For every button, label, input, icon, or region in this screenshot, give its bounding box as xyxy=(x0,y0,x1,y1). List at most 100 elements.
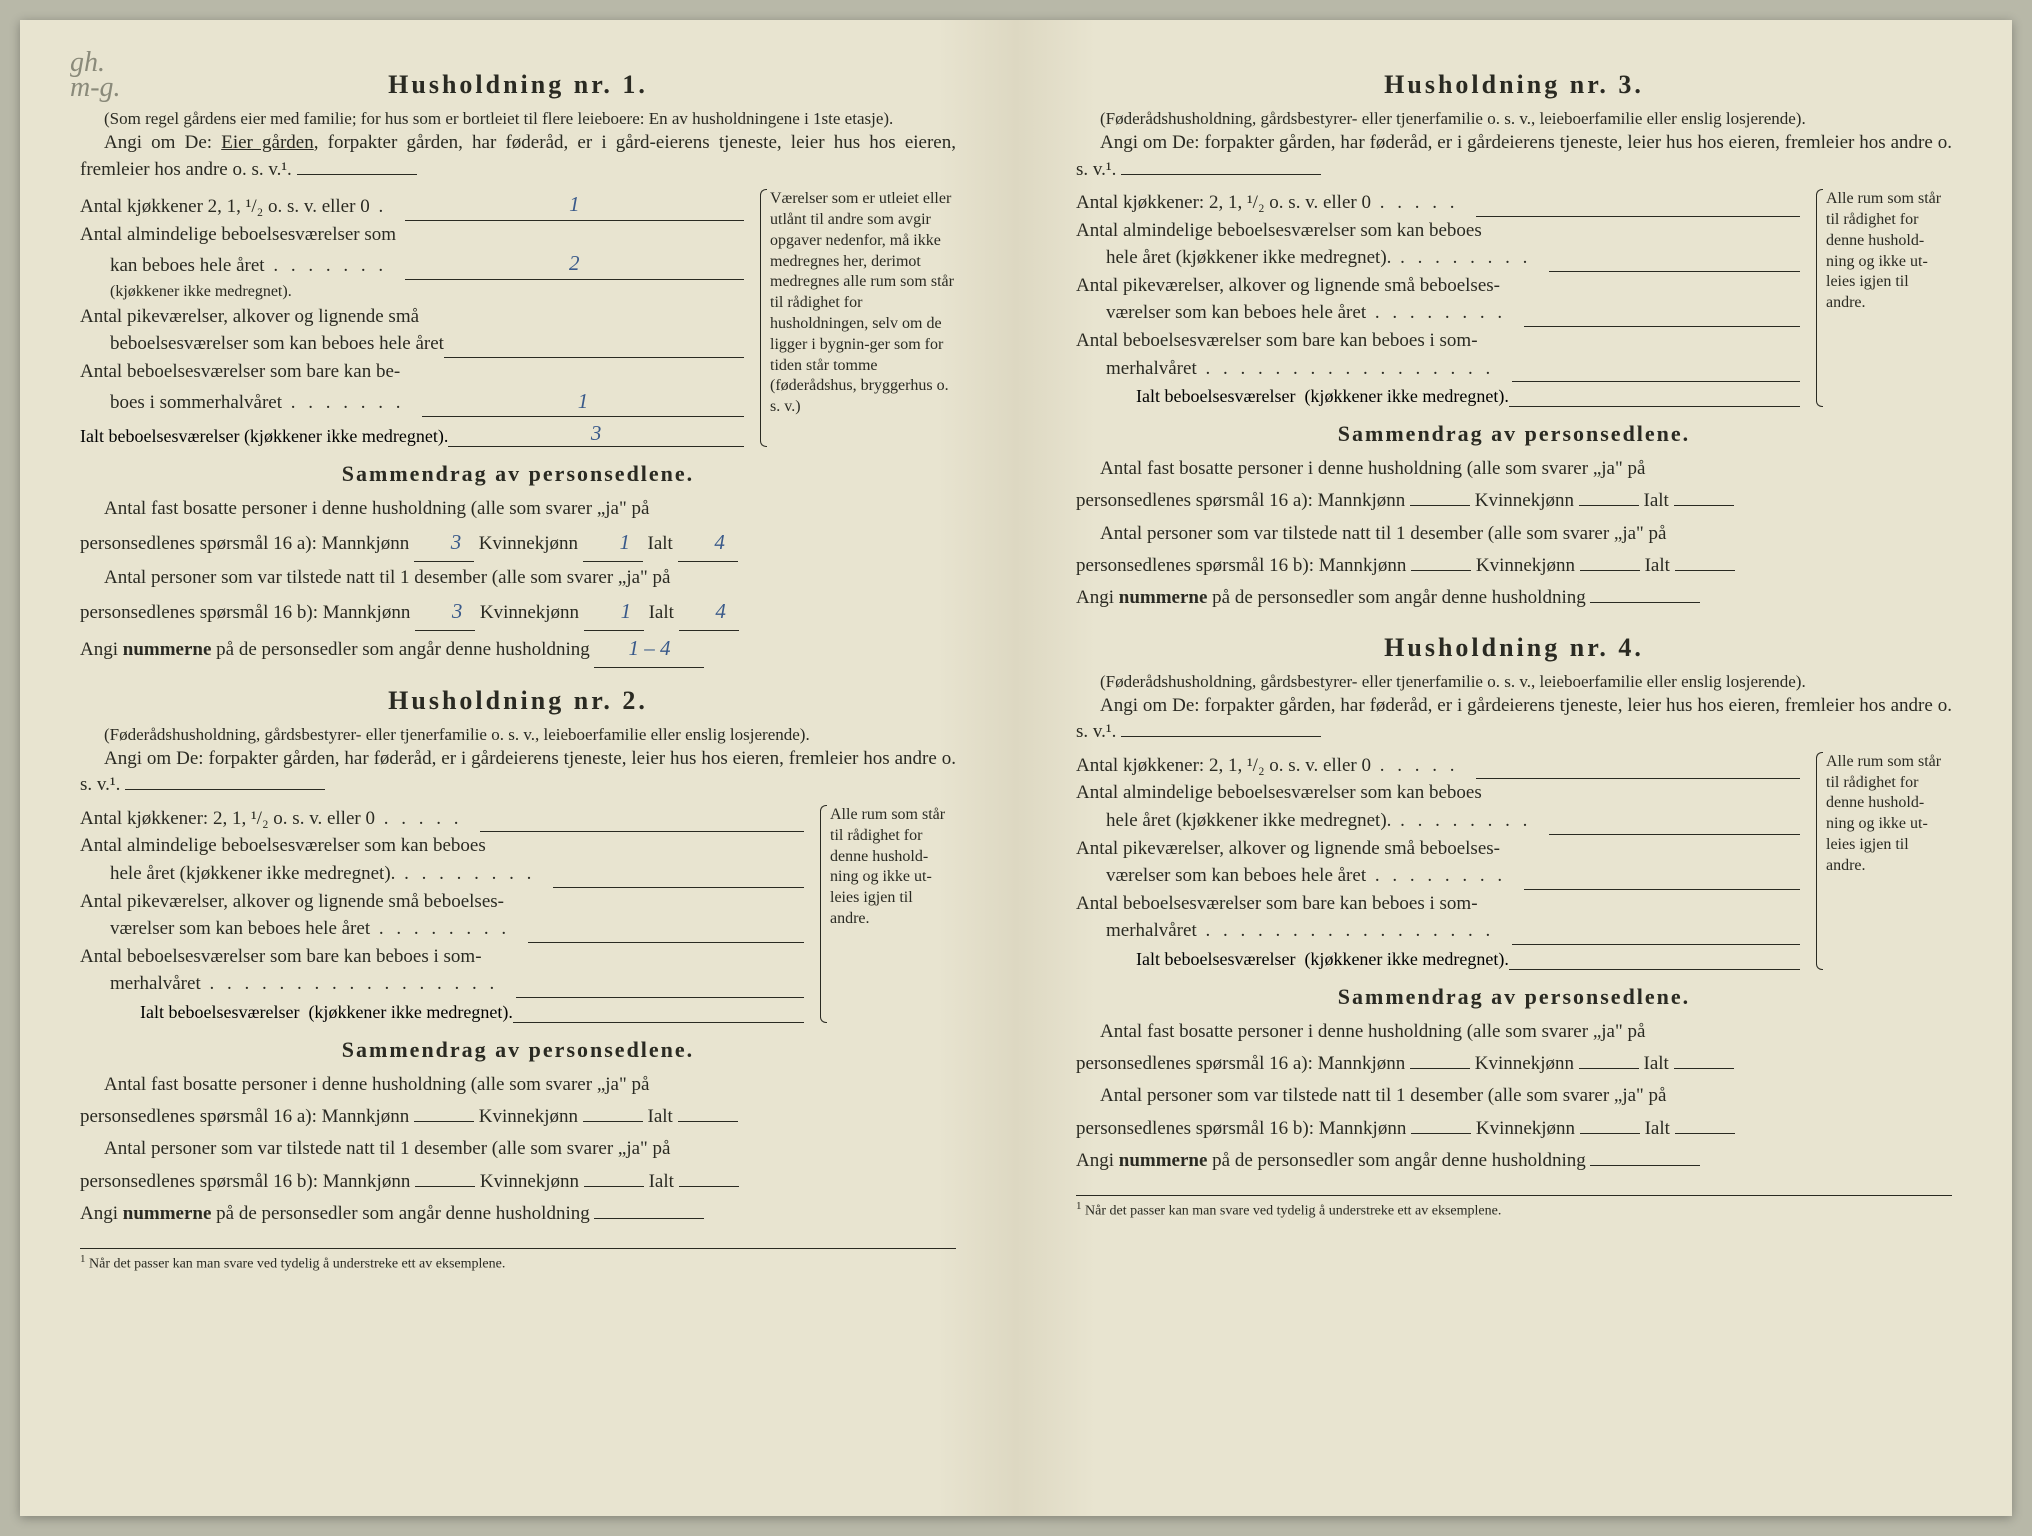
h2-kjokken-label: Antal kjøkkener: 2, 1, ¹/₂ o. s. v. elle… xyxy=(80,805,375,833)
h3-pike1: Antal pikeværelser, alkover og lignende … xyxy=(1076,272,1500,300)
h4-ialt1: Ialt xyxy=(1644,1053,1669,1074)
h3-angi-text: Angi om De: forpakter gården, har føderå… xyxy=(1076,132,1952,180)
h3-sidenote: Alle rum som står til rådighet for denne… xyxy=(1812,189,1952,407)
h1-alm-value: 2 xyxy=(405,248,744,279)
h3-alm-value xyxy=(1549,271,1800,272)
h3-sumnum-pre: Angi xyxy=(1076,587,1114,608)
h1-ialt-row: Ialt beboelsesværelser (kjøkkener ikke m… xyxy=(80,421,744,447)
h1-pike-row2: beboelsesværelser som kan beboes hele år… xyxy=(80,330,744,358)
document-spread: gh.m-g. Husholdning nr. 1. (Som regel gå… xyxy=(20,20,2012,1516)
h4-angi-text: Angi om De: forpakter gården, har føderå… xyxy=(1076,695,1952,743)
h1-angi-rest: , forpakter gården, har føderåd, er i gå… xyxy=(80,132,956,180)
h3-sum2: Antal personer som var tilstede natt til… xyxy=(1076,518,1952,583)
h3-alm-row2: hele året (kjøkkener ikke medregnet). . … xyxy=(1076,244,1800,272)
h1-sidenote: Værelser som er utleiet eller utlånt til… xyxy=(756,189,956,447)
h2-sumnum-val xyxy=(594,1218,704,1219)
household-4: Husholdning nr. 4. (Føderådshusholdning,… xyxy=(1076,633,1952,1178)
h3-ialt-label: Ialt beboelsesværelser (kjøkkener ikke m… xyxy=(1076,386,1509,407)
h4-som-row2: merhalvåret . . . . . . . . . . . . . . … xyxy=(1076,917,1800,945)
h3-sum2-k xyxy=(1580,570,1640,571)
h3-sum1a: Antal fast bosatte personer i denne hush… xyxy=(1100,458,1645,479)
h1-ialt2: Ialt xyxy=(649,602,674,623)
h2-rows-main: Antal kjøkkener: 2, 1, ¹/₂ o. s. v. elle… xyxy=(80,805,804,1023)
h2-sum1-k xyxy=(583,1121,643,1122)
h1-kjokken-value: 1 xyxy=(405,189,744,220)
h3-sumnum-bold: nummerne xyxy=(1119,587,1208,608)
h2-alm1: Antal almindelige beboelsesværelser som … xyxy=(80,832,486,860)
h1-som2: boes i sommerhalvåret xyxy=(110,389,282,417)
h4-alm-value xyxy=(1549,834,1800,835)
dots: . . . . . . . xyxy=(282,389,422,417)
h1-alm-note-text: (kjøkkener ikke medregnet). xyxy=(110,280,292,303)
h2-sum1a: Antal fast bosatte personer i denne hush… xyxy=(104,1074,649,1095)
h3-kjokken-value xyxy=(1476,216,1800,217)
h2-som-value xyxy=(516,997,804,998)
h3-sum1-k xyxy=(1579,505,1639,506)
h4-alm1: Antal almindelige beboelsesværelser som … xyxy=(1076,779,1482,807)
h3-sum2-i xyxy=(1675,570,1735,571)
h4-sumnum-val xyxy=(1590,1165,1700,1166)
h3-alm1: Antal almindelige beboelsesværelser som … xyxy=(1076,217,1482,245)
h4-kvinne1: Kvinnekjønn xyxy=(1475,1053,1574,1074)
right-page: Husholdning nr. 3. (Føderådshusholdning,… xyxy=(1016,20,2012,1516)
h4-som-value xyxy=(1512,944,1800,945)
h1-angi-blank xyxy=(297,174,417,175)
h3-note: (Føderådshusholdning, gårdsbestyrer- ell… xyxy=(1076,108,1952,130)
h2-sumnum-rest: på de personsedler som angår denne husho… xyxy=(216,1203,590,1224)
right-footnote-text: Når det passer kan man svare ved tydelig… xyxy=(1085,1204,1501,1219)
h2-ialt-value xyxy=(513,1022,804,1023)
h1-som-value: 1 xyxy=(422,386,744,417)
h4-sidenote: Alle rum som står til rådighet for denne… xyxy=(1812,752,1952,970)
h1-sumnum-val: 1 – 4 xyxy=(594,631,704,668)
h3-pike-value xyxy=(1524,326,1800,327)
h3-ialt-row: Ialt beboelsesværelser (kjøkkener ikke m… xyxy=(1076,386,1800,407)
h1-som-row1: Antal beboelsesværelser som bare kan be- xyxy=(80,358,744,386)
h3-ialt2: Ialt xyxy=(1645,555,1670,576)
h4-alm-row1: Antal almindelige beboelsesværelser som … xyxy=(1076,779,1800,807)
household-2: Husholdning nr. 2. (Føderådshusholdning,… xyxy=(80,686,956,1231)
h1-alm1: Antal almindelige beboelsesværelser som xyxy=(80,221,396,249)
h1-sum2-i: 4 xyxy=(679,594,739,631)
h1-kjokken-row: Antal kjøkkener 2, 1, ¹/₂ o. s. v. eller… xyxy=(80,189,744,220)
h4-pike1: Antal pikeværelser, alkover og lignende … xyxy=(1076,835,1500,863)
h2-sum1: Antal fast bosatte personer i denne hush… xyxy=(80,1069,956,1134)
h2-sumnum: Angi nummerne på de personsedler som ang… xyxy=(80,1198,956,1230)
dots: . . . . . . . . . . . . . . . . . xyxy=(1197,355,1512,383)
h2-angi: Angi om De: forpakter gården, har føderå… xyxy=(80,746,956,799)
h3-angi: Angi om De: forpakter gården, har føderå… xyxy=(1076,130,1952,183)
h1-kvinne1: Kvinnekjønn xyxy=(479,533,578,554)
h3-alm-row1: Antal almindelige beboelsesværelser som … xyxy=(1076,217,1800,245)
h3-sidenote-text: Alle rum som står til rådighet for denne… xyxy=(1826,190,1941,311)
h1-sumnum-bold: nummerne xyxy=(123,639,212,660)
left-footnote-text: Når det passer kan man svare ved tydelig… xyxy=(89,1257,505,1272)
dots: . . . . . . . . xyxy=(1366,862,1524,890)
h2-ialt2: Ialt xyxy=(649,1171,674,1192)
dots: . . . . . xyxy=(1371,752,1476,780)
dots: . . . . . . . xyxy=(265,252,405,280)
h4-alm-row2: hele året (kjøkkener ikke medregnet). . … xyxy=(1076,807,1800,835)
h4-ialt-row: Ialt beboelsesværelser (kjøkkener ikke m… xyxy=(1076,949,1800,970)
h3-rowgroup: Antal kjøkkener: 2, 1, ¹/₂ o. s. v. elle… xyxy=(1076,189,1952,407)
household-3: Husholdning nr. 3. (Føderådshusholdning,… xyxy=(1076,70,1952,615)
h4-sumnum-bold: nummerne xyxy=(1119,1150,1208,1171)
dots: . . . . . . . . xyxy=(395,860,553,888)
h3-sum1b: personsedlenes spørsmål 16 a): Mannkjønn xyxy=(1076,490,1405,511)
dots: . . . . . . . . . . . . . . . . . xyxy=(201,970,516,998)
h4-note: (Føderådshusholdning, gårdsbestyrer- ell… xyxy=(1076,671,1952,693)
h2-note: (Føderådshusholdning, gårdsbestyrer- ell… xyxy=(80,724,956,746)
h4-pike-value xyxy=(1524,889,1800,890)
h2-kjokken-row: Antal kjøkkener: 2, 1, ¹/₂ o. s. v. elle… xyxy=(80,805,804,833)
h4-som1: Antal beboelsesværelser som bare kan beb… xyxy=(1076,890,1478,918)
h4-sum2-i xyxy=(1675,1133,1735,1134)
h1-sum1-i: 4 xyxy=(678,525,738,562)
h4-kjokken-value xyxy=(1476,778,1800,779)
h1-sumnum: Angi nummerne på de personsedler som ang… xyxy=(80,631,956,668)
h1-sum1-k: 1 xyxy=(583,525,643,562)
h3-pike2: værelser som kan beboes hele året xyxy=(1106,299,1366,327)
h2-pike1: Antal pikeværelser, alkover og lignende … xyxy=(80,888,504,916)
h2-kvinne1: Kvinnekjønn xyxy=(479,1106,578,1127)
h1-ialt-value: 3 xyxy=(448,421,744,447)
h4-sum2-m xyxy=(1411,1133,1471,1134)
dots: . . . . . . . . xyxy=(1366,299,1524,327)
h1-rows-main: Antal kjøkkener 2, 1, ¹/₂ o. s. v. eller… xyxy=(80,189,744,447)
